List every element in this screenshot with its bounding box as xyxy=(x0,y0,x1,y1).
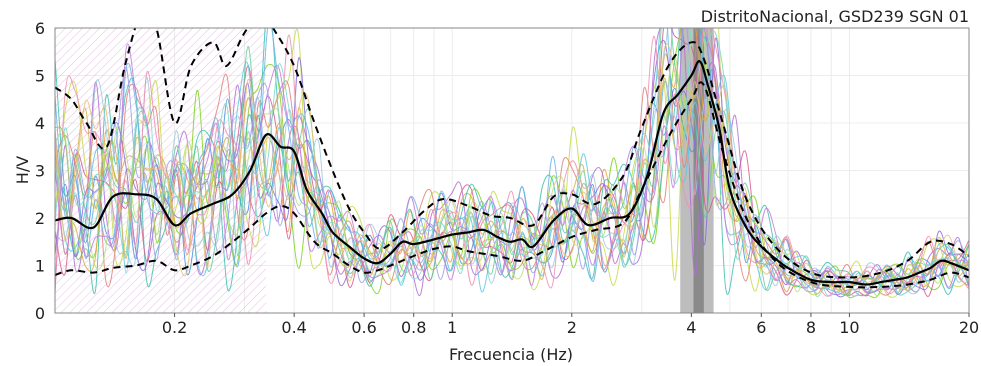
x-tick-label: 8 xyxy=(806,318,816,337)
peak-band-inner xyxy=(693,28,704,313)
y-tick-label: 6 xyxy=(35,19,45,38)
x-tick-label: 2 xyxy=(567,318,577,337)
x-tick-label: 0.6 xyxy=(351,318,376,337)
x-tick-label: 0.2 xyxy=(162,318,187,337)
y-tick-label: 4 xyxy=(35,114,45,133)
y-tick-label: 0 xyxy=(35,304,45,323)
y-tick-label: 5 xyxy=(35,67,45,86)
x-tick-label: 0.4 xyxy=(281,318,306,337)
x-tick-label: 1 xyxy=(447,318,457,337)
x-tick-label: 20 xyxy=(959,318,979,337)
plot-frame xyxy=(54,27,970,314)
window-curve xyxy=(55,28,969,297)
x-tick-label: 6 xyxy=(756,318,766,337)
window-curve xyxy=(55,28,969,293)
mean-curve xyxy=(55,60,969,286)
window-curve xyxy=(55,28,969,297)
x-tick-label: 10 xyxy=(839,318,859,337)
x-axis-title: Frecuencia (Hz) xyxy=(449,345,573,364)
y-tick-label: 3 xyxy=(35,162,45,181)
mean-minus-std-curve xyxy=(55,81,969,289)
y-tick-labels: 0 1 2 3 4 5 6 xyxy=(35,19,45,323)
mean-plus-std-curve xyxy=(55,28,969,279)
y-tick-label: 2 xyxy=(35,209,45,228)
x-tick-label: 4 xyxy=(686,318,696,337)
y-tick-label: 1 xyxy=(35,257,45,276)
x-tick-label: 0.8 xyxy=(401,318,426,337)
window-curve xyxy=(55,28,969,296)
statistic-curves xyxy=(55,28,969,289)
y-axis-title: H/V xyxy=(13,156,32,184)
x-tick-labels: 0.2 0.4 0.6 0.8 1 2 4 6 8 10 20 xyxy=(162,313,979,337)
chart-title: DistritoNacional, GSD239 SGN 01 xyxy=(701,7,969,26)
